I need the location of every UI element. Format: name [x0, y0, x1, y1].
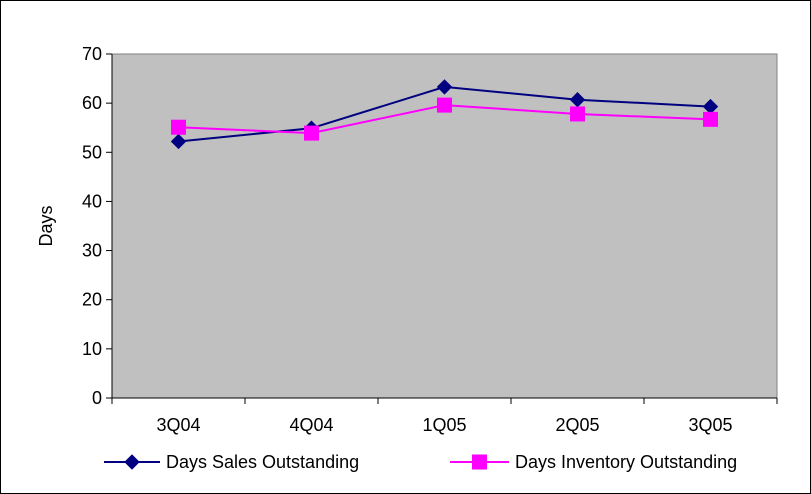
data-point-square: [703, 111, 718, 127]
data-point-square: [304, 125, 319, 141]
legend-marker-square: [472, 454, 487, 470]
data-point-diamond: [436, 79, 453, 95]
x-axis: 3Q04 4Q04 1Q05 2Q05 3Q05: [111, 397, 778, 435]
y-tick-label: 40: [82, 191, 102, 211]
data-point-square: [570, 106, 585, 122]
series-2: [171, 97, 718, 141]
x-tick-label: 1Q05: [422, 415, 466, 435]
legend-label: Days Inventory Outstanding: [515, 452, 737, 472]
series-layer: [170, 79, 719, 150]
x-tick-label: 3Q05: [688, 415, 732, 435]
y-tick-label: 10: [82, 339, 102, 359]
y-tick-label: 20: [82, 290, 102, 310]
data-point-square: [171, 119, 186, 135]
y-axis-title: Days: [36, 205, 56, 246]
legend-item: Days Sales Outstanding: [104, 452, 359, 472]
x-tick-label: 3Q04: [156, 415, 200, 435]
legend: Days Sales Outstanding Days Inventory Out…: [104, 452, 737, 472]
legend-marker-diamond: [124, 454, 140, 470]
y-tick-label: 50: [82, 142, 102, 162]
legend-item: Days Inventory Outstanding: [450, 452, 737, 472]
legend-label: Days Sales Outstanding: [166, 452, 359, 472]
y-tick-label: 70: [82, 44, 102, 64]
y-tick-label: 60: [82, 93, 102, 113]
x-tick-label: 4Q04: [289, 415, 333, 435]
data-point-diamond: [170, 133, 187, 150]
y-axis: 0 10 20 30 40 50 60 70: [82, 44, 113, 408]
y-tick-label: 0: [92, 388, 102, 408]
y-tick-label: 30: [82, 241, 102, 261]
x-tick-label: 2Q05: [555, 415, 599, 435]
data-point-square: [437, 97, 452, 113]
